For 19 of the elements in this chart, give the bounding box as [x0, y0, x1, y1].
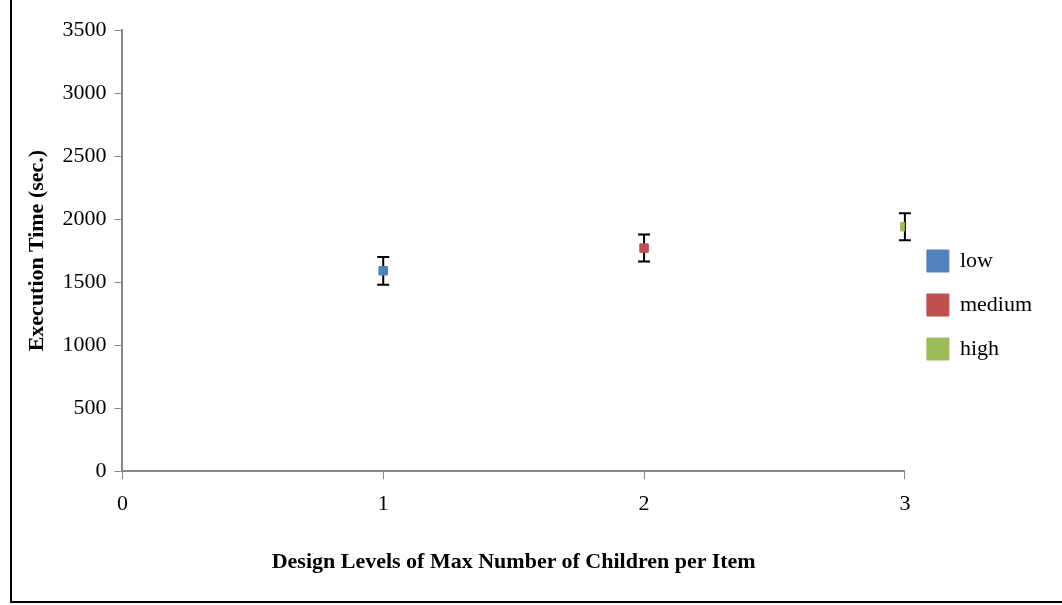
x-axis-title: Design Levels of Max Number of Children per Item: [271, 548, 756, 574]
x-tick-label: 2: [638, 490, 650, 516]
y-tick-label: 3000: [62, 78, 107, 104]
y-tick-label: 1000: [62, 330, 107, 356]
y-tick-label: 2000: [62, 204, 107, 230]
y-tick-label: 3500: [62, 15, 107, 41]
y-tick-label: 1500: [62, 267, 107, 293]
x-tick-label: 3: [899, 490, 911, 516]
y-tick-label: 500: [73, 393, 107, 419]
y-axis-title: Execution Time (sec.): [22, 149, 48, 352]
legend-label: high: [959, 334, 1000, 360]
x-tick-label: 1: [377, 490, 389, 516]
x-tick-label: 0: [116, 490, 128, 516]
y-tick-label: 0: [95, 456, 107, 482]
y-tick-label: 2500: [62, 141, 107, 167]
legend-label: low: [959, 246, 994, 272]
point: [378, 266, 388, 276]
legend-label: medium: [959, 290, 1033, 316]
point: [639, 243, 649, 253]
